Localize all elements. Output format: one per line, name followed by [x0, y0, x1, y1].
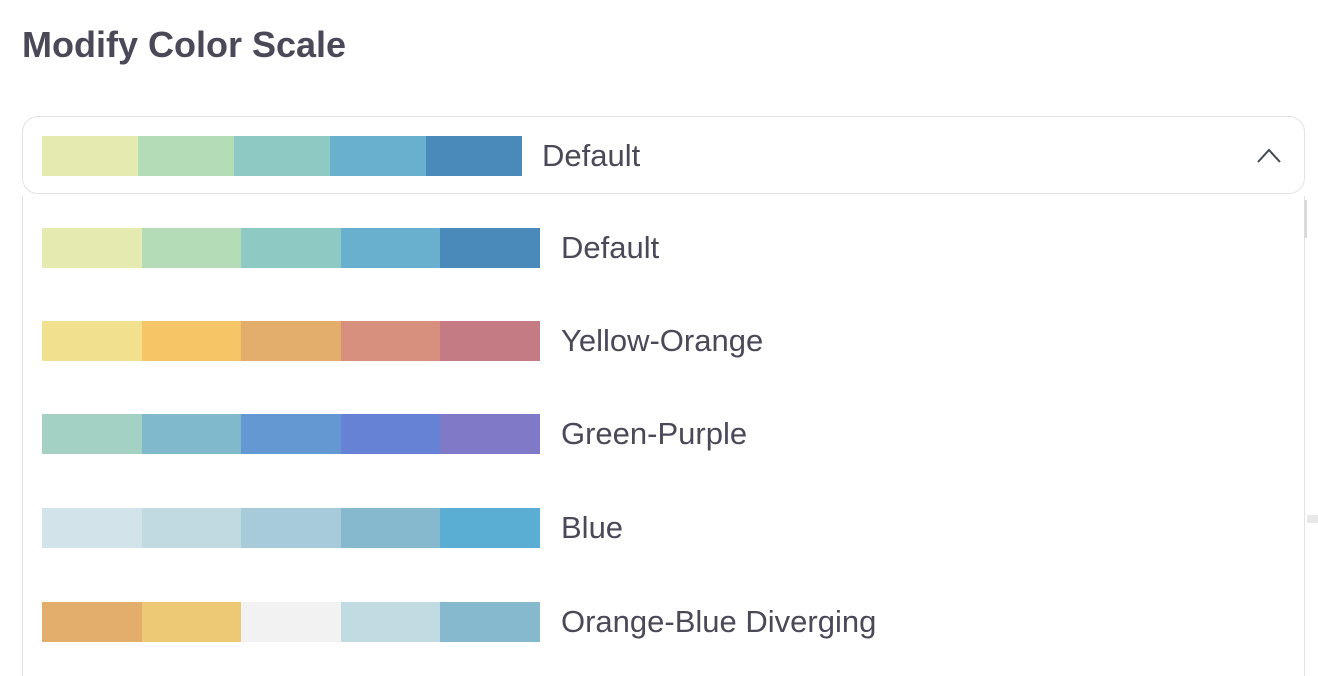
- color-scale-option[interactable]: Green-Purple: [23, 404, 1283, 464]
- swatch-segment: [141, 321, 242, 361]
- color-scale-dropdown-list: Default Yellow-Orange Green-Purple Blue Oran…: [22, 196, 1307, 676]
- color-swatch: [42, 228, 540, 268]
- swatch-segment: [241, 321, 341, 361]
- swatch-segment: [340, 414, 441, 454]
- chevron-up-icon[interactable]: [1256, 145, 1282, 165]
- swatch-segment: [42, 228, 142, 268]
- swatch-segment: [42, 136, 138, 176]
- background-divider: [1307, 515, 1318, 523]
- swatch-segment: [42, 508, 142, 548]
- option-label: Blue: [561, 510, 624, 545]
- swatch-segment: [440, 602, 540, 642]
- option-label: Green-Purple: [561, 416, 748, 451]
- swatch-segment: [42, 414, 142, 454]
- option-label: Yellow-Orange: [561, 323, 764, 358]
- page-title: Modify Color Scale: [22, 24, 347, 65]
- swatch-segment: [440, 228, 540, 268]
- scrollbar[interactable]: [1304, 200, 1307, 238]
- color-scale-option[interactable]: Blue: [23, 498, 1283, 558]
- swatch-segment: [42, 602, 142, 642]
- swatch-segment: [141, 414, 242, 454]
- swatch-segment: [241, 414, 341, 454]
- selected-label: Default: [542, 138, 641, 173]
- swatch-segment: [340, 602, 441, 642]
- swatch-segment: [340, 508, 441, 548]
- color-swatch: [42, 321, 540, 361]
- color-scale-option[interactable]: Yellow-Orange: [23, 311, 1283, 371]
- color-swatch: [42, 602, 540, 642]
- swatch-segment: [440, 414, 540, 454]
- swatch-segment: [234, 136, 330, 176]
- option-label: Default: [561, 230, 660, 265]
- swatch-segment: [241, 602, 341, 642]
- option-label: Orange-Blue Diverging: [561, 604, 877, 639]
- color-swatch: [42, 508, 540, 548]
- swatch-segment: [330, 136, 426, 176]
- swatch-segment: [440, 508, 540, 548]
- swatch-segment: [426, 136, 522, 176]
- swatch-segment: [241, 228, 341, 268]
- color-scale-option[interactable]: Orange-Blue Diverging: [23, 592, 1283, 652]
- color-scale-select[interactable]: Default: [22, 116, 1305, 194]
- color-swatch: [42, 414, 540, 454]
- swatch-segment: [440, 321, 540, 361]
- swatch-segment: [138, 136, 234, 176]
- swatch-segment: [340, 228, 441, 268]
- color-scale-option[interactable]: Default: [23, 218, 1283, 278]
- swatch-segment: [340, 321, 441, 361]
- swatch-segment: [141, 228, 242, 268]
- selected-color-swatch: [42, 136, 522, 176]
- swatch-segment: [141, 602, 242, 642]
- swatch-segment: [241, 508, 341, 548]
- swatch-segment: [141, 508, 242, 548]
- swatch-segment: [42, 321, 142, 361]
